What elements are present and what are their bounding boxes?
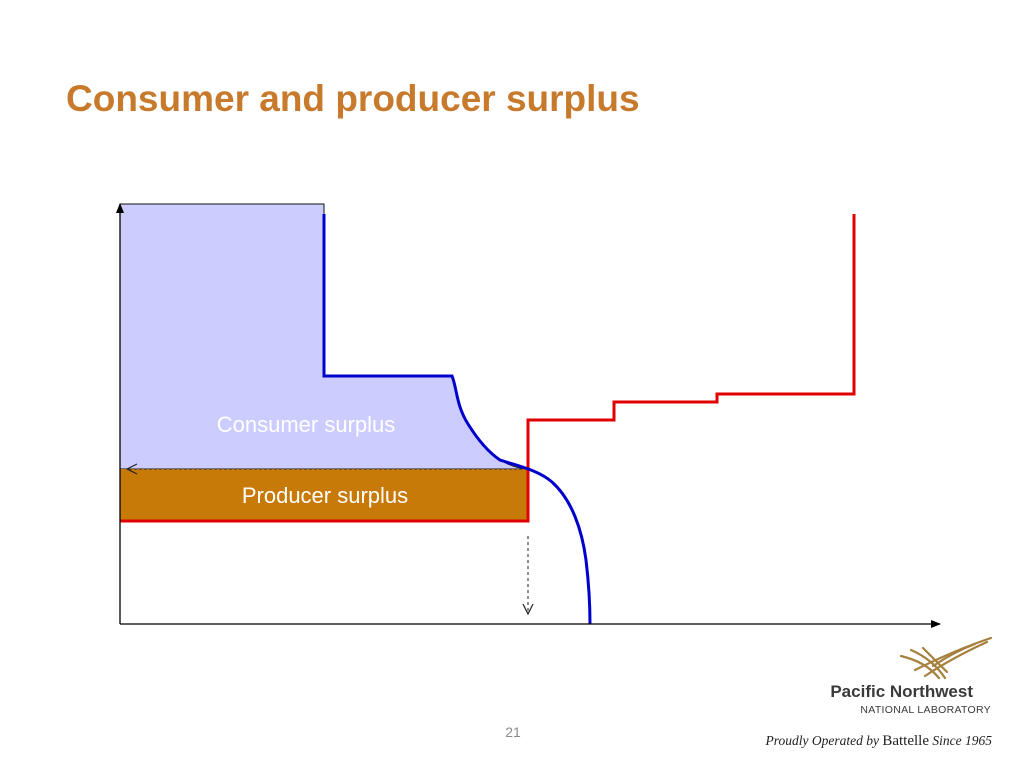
tagline-brand: Battelle [882,733,929,749]
price-arrowhead [125,463,138,475]
tagline: Proudly Operated by Battelle Since 1965 [765,733,992,750]
producer-surplus-region [120,469,528,521]
consumer-surplus-label: Consumer surplus [217,412,396,437]
supply-curve [120,214,856,523]
tagline-suffix: Since 1965 [929,733,992,748]
tagline-prefix: Proudly Operated by [765,733,883,748]
slide-title: Consumer and producer surplus [66,78,640,119]
quantity-arrowhead [522,603,534,616]
org-name: Pacific Northwest [830,682,973,701]
org-subtitle: NATIONAL LABORATORY [860,704,991,716]
demand-curve [322,214,592,625]
pnnl-logo-icon [899,636,993,680]
producer-surplus-label: Producer surplus [242,483,408,508]
page-number: 21 [505,724,521,740]
